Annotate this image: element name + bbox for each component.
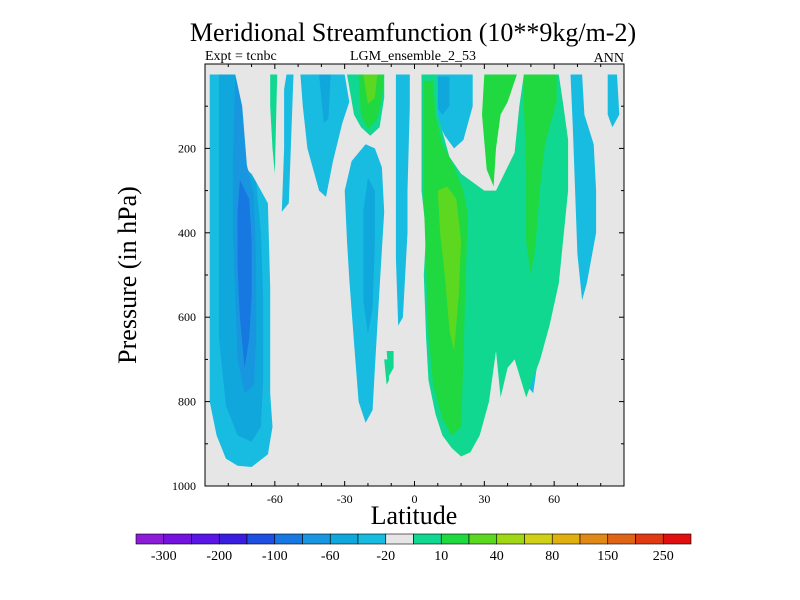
contour-region-negative-14 [607, 74, 620, 128]
colorbar-box [357, 533, 387, 545]
colorbar-box [607, 533, 636, 545]
contour-region-positive-24 [437, 186, 462, 351]
colorbar-box [246, 533, 276, 545]
colorbar: -300 -200 -100 -60 -20 10 40 80 150 250 [135, 533, 692, 564]
y-tick-label: 600 [178, 310, 196, 324]
colorbar-label: -300 [151, 549, 177, 564]
colorbar-box [329, 533, 359, 545]
colorbar-box [274, 533, 303, 545]
colorbar-label: -200 [206, 549, 232, 564]
x-tick-label: 60 [548, 492, 560, 506]
colorbar-box [440, 533, 470, 545]
contour-region-positive-22 [523, 74, 557, 275]
colorbar-label: -100 [262, 549, 288, 564]
x-tick-label: -30 [337, 492, 353, 506]
contour-region-positive-19 [358, 74, 385, 130]
contour-region-negative-13 [570, 74, 597, 301]
contour-region-positive-23 [363, 74, 378, 105]
x-tick-label: 30 [478, 492, 490, 506]
colorbar-box [135, 533, 165, 545]
season-label: ANN [594, 51, 624, 66]
contour-region-negative-6 [319, 74, 331, 124]
colorbar-label: 80 [545, 549, 559, 564]
contour-region-negative-9 [395, 74, 410, 326]
y-axis-label: Pressure (in hPa) [113, 186, 142, 364]
colorbar-box [163, 533, 192, 545]
plot-axes: -60 -30 0 30 60 200 400 600 800 1000 [172, 64, 624, 506]
colorbar-box [191, 533, 220, 545]
colorbar-box [496, 533, 525, 545]
contour-region-negative-8 [363, 177, 375, 335]
contour-region-negative-5 [300, 74, 350, 197]
experiment-label: Expt = tcnbc [205, 49, 277, 64]
contour-region-negative-4 [281, 74, 294, 212]
chart-title: Meridional Streamfunction (10**9kg/m-2) [190, 18, 636, 47]
colorbar-label: -20 [376, 549, 395, 564]
contour-region-positive-16 [270, 74, 278, 174]
contour-region-positive-21 [482, 74, 517, 187]
colorbar-box [218, 533, 248, 545]
colorbar-label: -60 [321, 549, 340, 564]
y-tick-label: 400 [178, 226, 196, 240]
y-tick-label: 200 [178, 141, 196, 155]
contour-region-negative-3 [237, 180, 252, 368]
x-tick-label: 0 [412, 492, 418, 506]
y-tick-label: 1000 [172, 479, 196, 493]
x-axis-label: Latitude [371, 501, 458, 530]
colorbar-label: 40 [490, 549, 504, 564]
colorbar-box [635, 533, 664, 545]
colorbar-box [468, 533, 498, 545]
colorbar-box [385, 533, 414, 545]
colorbar-label: 250 [653, 549, 674, 564]
y-tick-label: 800 [178, 395, 196, 409]
colorbar-box [662, 533, 692, 545]
ensemble-label: LGM_ensemble_2_53 [350, 49, 476, 64]
colorbar-label: 150 [597, 549, 618, 564]
colorbar-box [302, 533, 331, 545]
contour-regions [209, 74, 620, 467]
colorbar-box [579, 533, 609, 545]
colorbar-box [413, 533, 442, 545]
x-tick-label: -60 [267, 492, 283, 506]
colorbar-box [551, 533, 581, 545]
colorbar-label: 10 [434, 549, 448, 564]
colorbar-box [524, 533, 553, 545]
contour-region-positive-25 [384, 359, 389, 385]
